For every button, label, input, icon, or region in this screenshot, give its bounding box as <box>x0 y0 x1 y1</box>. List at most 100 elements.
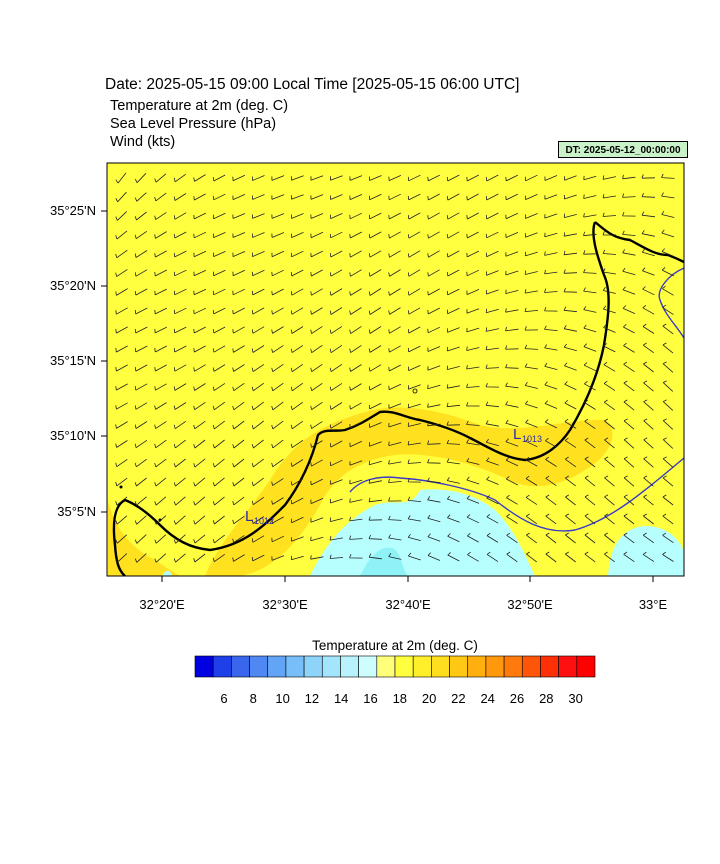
wind-barb <box>584 437 596 449</box>
wind-barb <box>662 418 674 430</box>
wind-barb <box>290 250 304 258</box>
wind-barb <box>212 307 226 315</box>
colorbar-tick-label: 18 <box>393 691 407 706</box>
wind-barb <box>544 307 558 312</box>
wind-barb <box>662 551 674 562</box>
wind-barb <box>329 498 343 504</box>
field-label-pressure: Sea Level Pressure (hPa) <box>110 116 277 132</box>
low-value: 1012 <box>254 516 274 526</box>
wind-barb <box>622 286 636 295</box>
wind-barb <box>213 251 226 257</box>
wind-barb <box>115 553 128 563</box>
wind-barb <box>232 496 245 506</box>
lon-label: 33°E <box>639 597 668 612</box>
wind-barb <box>115 421 128 429</box>
wind-barb <box>447 514 460 523</box>
colorbar-tick-label: 22 <box>451 691 465 706</box>
wind-barb <box>583 343 597 352</box>
wind-barb <box>330 479 343 485</box>
wind-barb <box>193 231 207 239</box>
wind-barb <box>662 456 674 468</box>
wind-barb <box>583 213 597 218</box>
wind-barb <box>310 175 324 181</box>
wind-barb <box>290 459 304 467</box>
wind-barb <box>134 553 147 563</box>
wind-barb <box>369 175 382 181</box>
wind-barb <box>368 307 382 315</box>
field-label-temperature: Temperature at 2m (deg. C) <box>110 98 289 114</box>
wind-barb <box>662 513 674 525</box>
wind-barb <box>115 288 128 296</box>
wind-barb <box>466 289 480 295</box>
wind-barb <box>584 399 596 410</box>
wind-barb <box>662 342 674 354</box>
wind-barb <box>271 269 284 277</box>
wind-barb <box>212 553 226 563</box>
latitude-axis: 35°25'N 35°20'N 35°15'N 35°10'N 35°5'N <box>50 203 107 519</box>
wind-barb <box>643 456 654 468</box>
wind-barb <box>563 194 577 200</box>
low-letter: L <box>245 508 253 525</box>
wind-barb <box>134 439 148 449</box>
wind-barb <box>446 250 460 258</box>
wind-barb <box>446 365 460 370</box>
wind-barb <box>388 441 402 446</box>
wind-barb <box>407 193 421 201</box>
wind-barb <box>115 269 128 277</box>
wind-barb <box>526 551 537 563</box>
colorbar-swatch <box>521 655 541 678</box>
wind-barb <box>525 475 538 486</box>
wind-barb <box>563 306 578 313</box>
wind-barb <box>446 288 460 296</box>
wind-barb <box>407 288 421 296</box>
wind-barb <box>446 269 460 277</box>
colorbar-tick-label: 26 <box>510 691 524 706</box>
wind-barb <box>232 477 245 487</box>
wind-barb <box>408 365 421 371</box>
wind-barb <box>564 362 577 371</box>
wind-barb <box>583 362 597 372</box>
wind-barb <box>466 212 479 220</box>
wind-barb <box>173 326 187 334</box>
wind-barb <box>115 458 128 468</box>
colorbar-tick-label: 12 <box>305 691 319 706</box>
wind-barb <box>427 514 441 523</box>
wind-barb <box>154 250 167 258</box>
wind-barb <box>506 532 518 544</box>
colorbar-swatch <box>321 655 341 678</box>
lon-label: 32°30'E <box>262 597 308 612</box>
wind-barb <box>604 475 615 487</box>
wind-barb <box>407 212 421 220</box>
wind-barb <box>290 269 304 277</box>
wind-barb <box>544 288 558 293</box>
wind-barb <box>193 496 206 506</box>
wind-barb <box>291 175 304 181</box>
lat-label: 35°25'N <box>50 203 96 218</box>
wind-barb <box>641 230 655 237</box>
colorbar-labels: 6 8 10 12 14 16 18 20 22 24 26 28 30 <box>220 691 582 706</box>
wind-barb <box>368 460 382 466</box>
colorbar-swatch <box>376 655 396 678</box>
wind-barb <box>349 516 363 522</box>
wind-barb <box>643 437 654 449</box>
wind-barb <box>604 456 615 468</box>
wind-barb <box>407 345 421 353</box>
wind-barb <box>662 437 674 449</box>
wind-barb <box>193 534 206 544</box>
wind-barb <box>524 174 538 182</box>
wind-barb <box>310 269 323 277</box>
wind-barb <box>407 459 422 464</box>
wind-barb <box>623 475 635 487</box>
wind-barb <box>564 437 577 448</box>
wind-barb <box>623 361 635 373</box>
wind-barb <box>193 269 207 277</box>
colorbar-tick-label: 14 <box>334 691 348 706</box>
wind-barb <box>466 402 480 407</box>
wind-barb <box>154 515 167 525</box>
wind-barb <box>505 212 519 220</box>
wind-barb <box>271 401 284 411</box>
wind-barb <box>212 420 225 430</box>
wind-barb <box>604 494 615 506</box>
wind-barb <box>193 553 206 563</box>
wind-barb <box>368 288 382 296</box>
